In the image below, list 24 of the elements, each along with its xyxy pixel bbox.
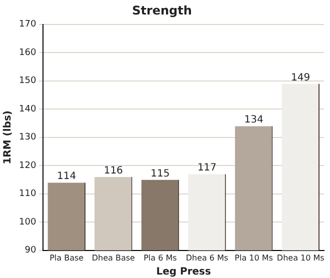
x-tick-label: Pla 10 Ms [234, 253, 273, 262]
chart-title: Strength [132, 3, 192, 18]
y-axis-title: 1RM (lbs) [2, 110, 14, 164]
x-axis-title: Leg Press [156, 266, 212, 278]
data-label: 149 [291, 72, 310, 84]
y-tick-label: 90 [24, 246, 36, 256]
x-tick-label: Pla Base [50, 253, 84, 262]
x-tick-label: Dhea 6 Ms [186, 253, 228, 262]
y-tick-label: 150 [18, 76, 36, 86]
data-label: 114 [57, 171, 76, 182]
y-tick-label: 140 [18, 104, 36, 114]
y-tick-label: 120 [18, 160, 36, 171]
y-tick-label: 110 [18, 189, 36, 200]
y-tick-label: 100 [18, 217, 36, 228]
y-tick-label: 170 [18, 20, 36, 30]
x-tick-label: Pla 6 Ms [144, 253, 177, 262]
y-tick-label: 160 [18, 48, 36, 58]
data-label: 115 [150, 168, 170, 180]
data-label: 134 [244, 114, 264, 126]
x-tick-label: Dhea Base [92, 253, 135, 262]
y-tick-label: 130 [18, 132, 36, 143]
x-tick-label: Dhea 10 Ms [276, 253, 324, 262]
data-label: 117 [197, 162, 217, 174]
data-label: 116 [104, 166, 123, 177]
